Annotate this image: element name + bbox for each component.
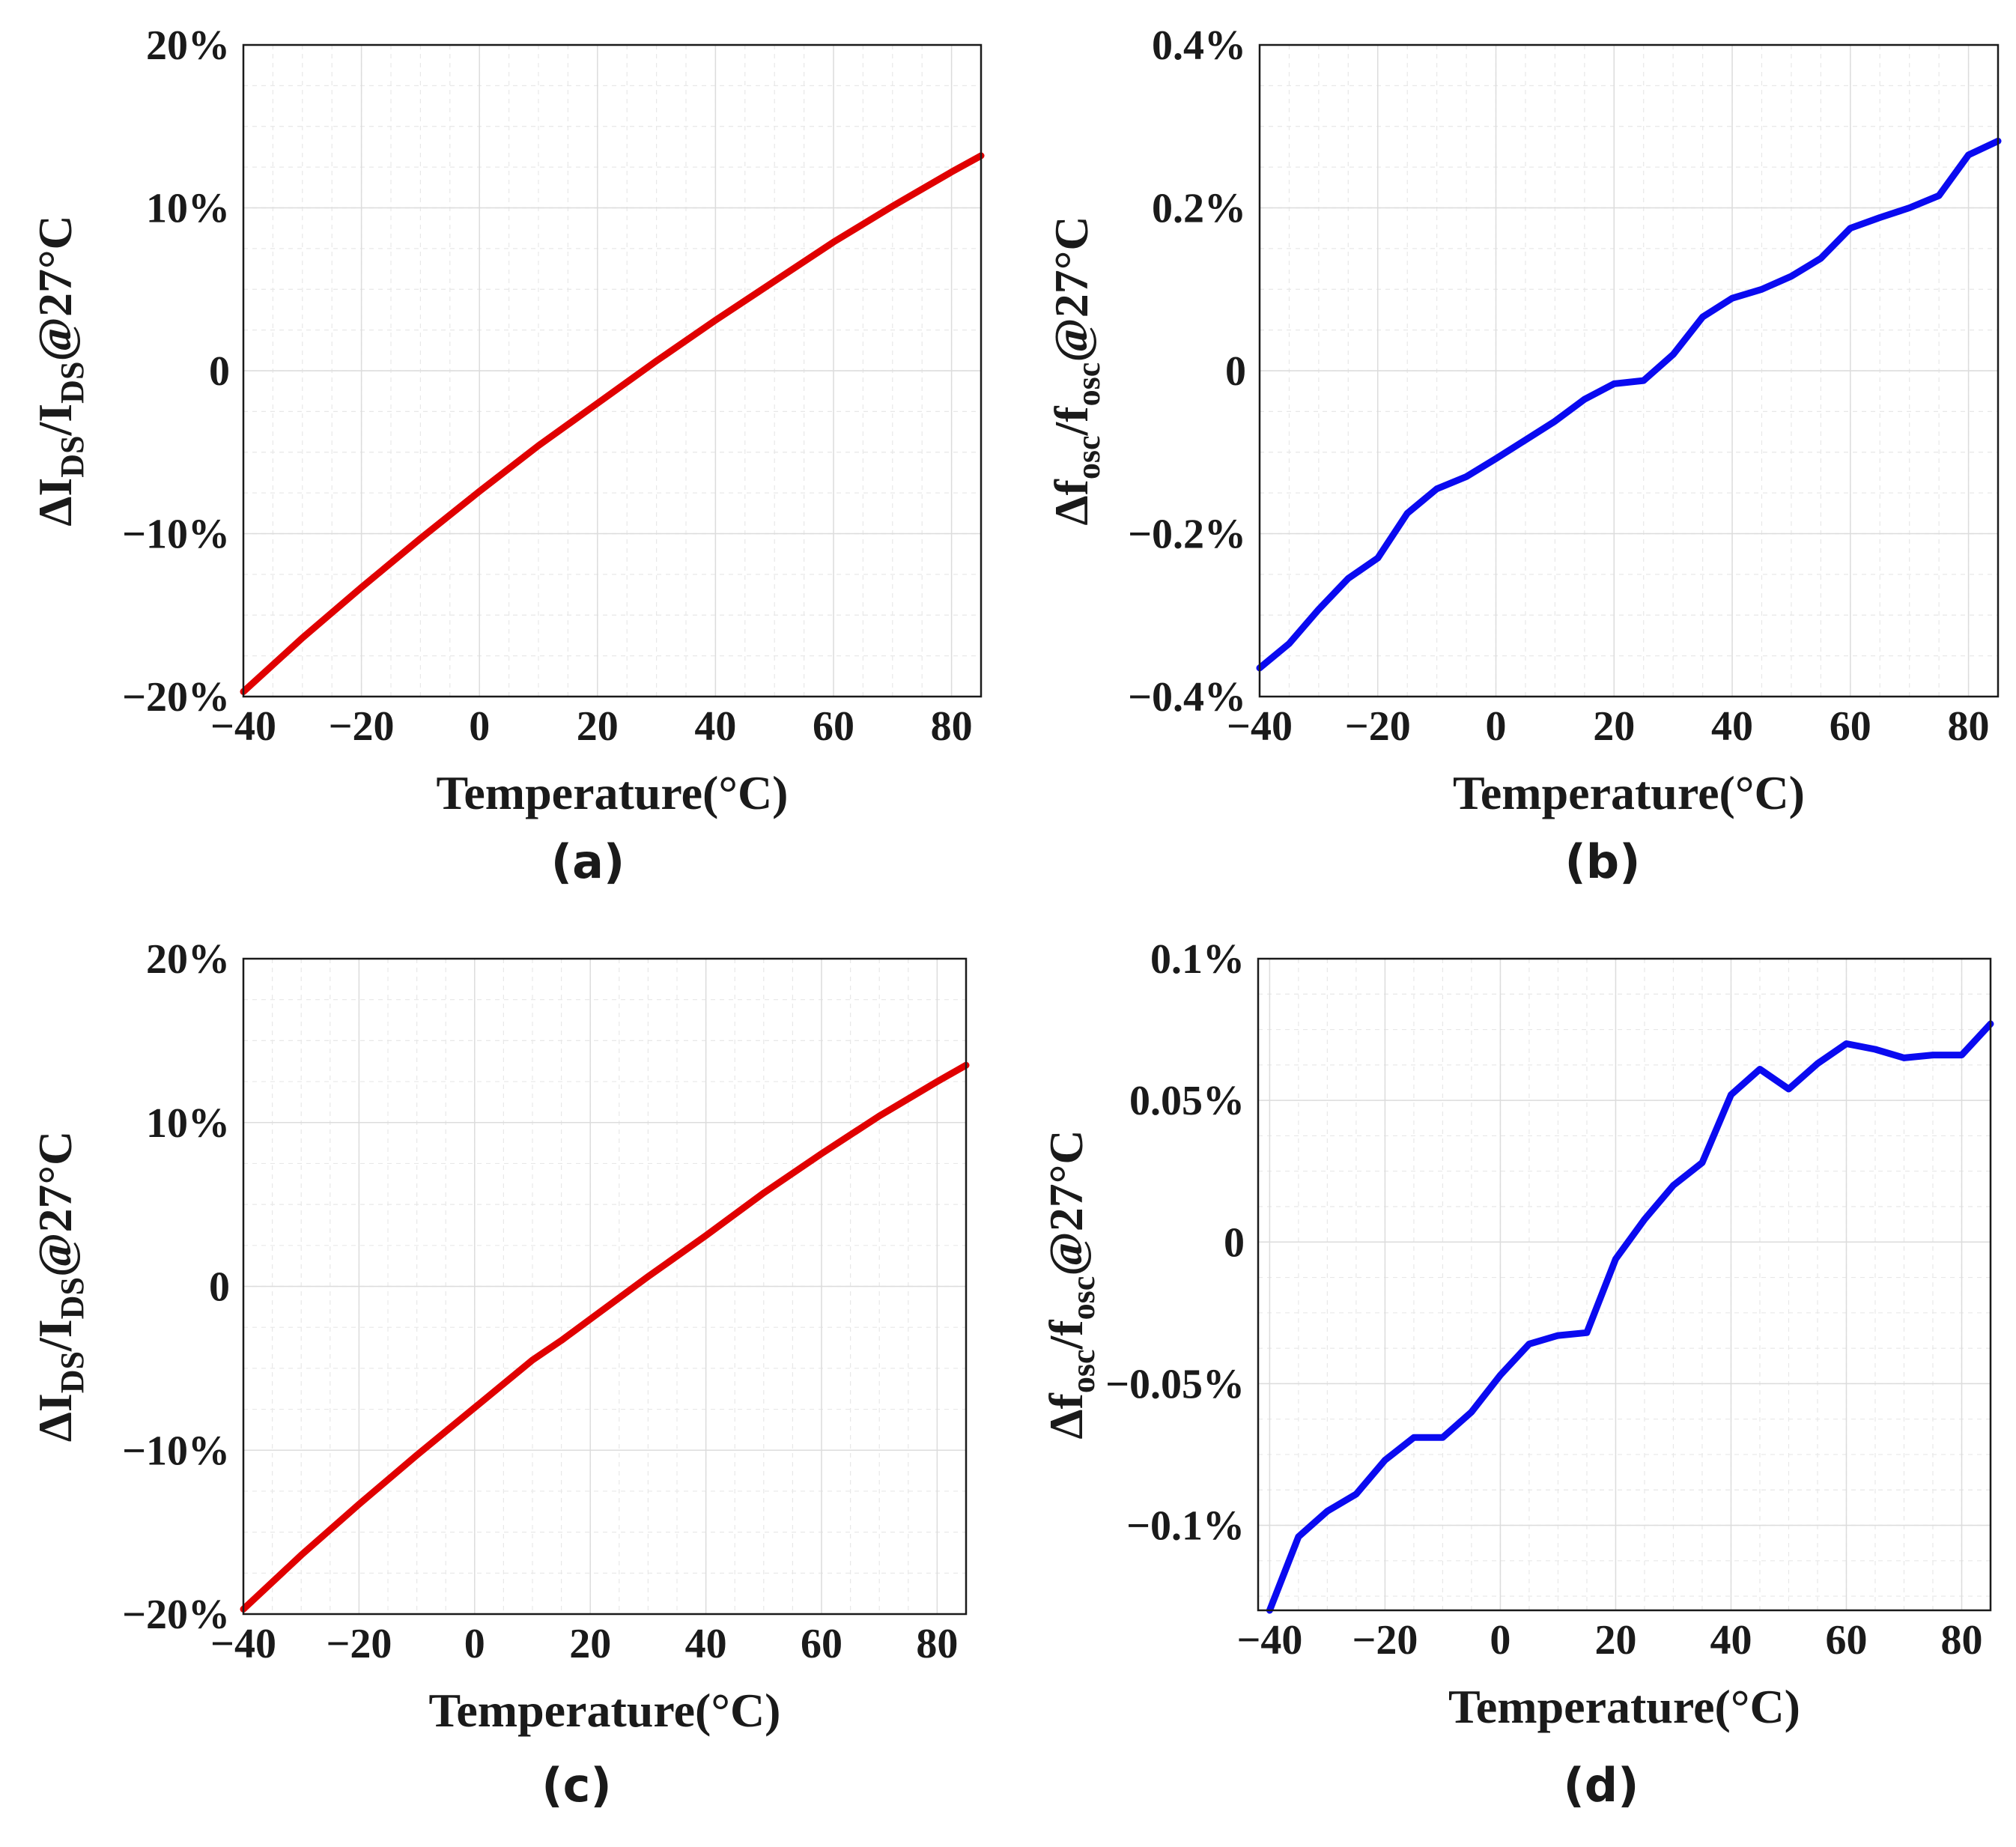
y-label-subscript: osc	[1065, 1350, 1102, 1394]
x-tick-label: 0	[1490, 1617, 1511, 1663]
x-tick-label: 80	[931, 703, 973, 750]
y-tick-label: −10%	[122, 1428, 230, 1474]
x-tick-label: 80	[916, 1621, 958, 1667]
plot-frame	[1257, 957, 1992, 1612]
y-label-text: /f	[1039, 1320, 1093, 1350]
y-axis-label: Δfosc/fosc@27°C	[1039, 1129, 1102, 1439]
y-tick-label: 0	[1224, 1219, 1245, 1266]
plot-frame	[242, 957, 968, 1616]
y-label-text: Δf	[1039, 1392, 1093, 1439]
y-label-subscript: DS	[54, 362, 91, 404]
y-tick-label: 0.1%	[1150, 936, 1245, 983]
y-label-text: @27°C	[1039, 1129, 1093, 1276]
y-tick-label: 20%	[146, 22, 230, 69]
x-tick-label: 20	[577, 703, 619, 750]
y-tick-label: −0.1%	[1126, 1503, 1245, 1550]
y-label-text: @27°C	[28, 1131, 82, 1277]
x-tick-label: 40	[1710, 1617, 1752, 1663]
x-tick-label: 20	[1594, 1617, 1636, 1663]
plot-frame	[242, 43, 983, 698]
y-label-subscript: osc	[1070, 436, 1107, 480]
chart-panel-4: −40 −20 0 20 40 60 80 −0.1% −0.05% 0 0.05% 0.1% Temp…	[1039, 936, 1994, 1813]
x-tick-label: −20	[329, 703, 395, 750]
y-tick-label: −0.2%	[1128, 512, 1246, 558]
x-tick-label: 40	[1711, 703, 1753, 750]
x-tick-label: 40	[685, 1621, 727, 1667]
y-tick-label: 10%	[146, 1100, 230, 1147]
y-tick-label: 0	[1225, 348, 1246, 395]
y-tick-label: 20%	[146, 936, 230, 983]
panel-caption: (b)	[1564, 834, 1640, 889]
y-label-text: @27°C	[1045, 216, 1098, 362]
y-label-subscript: osc	[1065, 1276, 1102, 1320]
x-tick-label: −20	[1345, 703, 1411, 750]
x-axis-label: Temperature(°C)	[1448, 1680, 1800, 1733]
x-tick-label: 40	[694, 703, 736, 750]
y-tick-label: 0	[209, 1264, 230, 1311]
x-tick-label: 0	[469, 703, 490, 750]
y-axis-label: ΔIDS/IDS@27°C	[28, 1131, 91, 1443]
x-tick-label: 0	[464, 1621, 485, 1667]
x-tick-label: 60	[813, 703, 854, 750]
series-line	[240, 1061, 970, 1613]
y-label-text: /I	[28, 1319, 82, 1352]
series-line	[1266, 1020, 1994, 1614]
panel-caption: (a)	[551, 834, 625, 889]
y-tick-label: 10%	[146, 186, 230, 232]
x-tick-label: −40	[210, 1621, 276, 1667]
y-tick-label: 0.2%	[1152, 186, 1246, 232]
y-tick-label: −20%	[122, 1592, 230, 1638]
y-tick-label: −20%	[122, 674, 230, 721]
x-tick-label: −40	[210, 703, 276, 750]
series-line	[1256, 137, 2002, 672]
series-line	[240, 152, 985, 695]
y-label-text: ΔI	[28, 478, 82, 527]
panel-caption: (c)	[541, 1758, 611, 1813]
x-tick-label: 20	[1593, 703, 1635, 750]
y-axis-label: ΔIDS/IDS@27°C	[28, 215, 91, 527]
y-label-subscript: DS	[54, 1277, 91, 1319]
chart-panel-1: −40 −20 0 20 40 60 80 −20% −10% 0 10% 20% Temperatur…	[28, 22, 985, 889]
y-tick-label: −0.4%	[1128, 674, 1246, 721]
y-label-subscript: DS	[54, 1351, 91, 1393]
panel-caption: (d)	[1563, 1758, 1639, 1813]
y-label-text: /I	[28, 404, 82, 437]
x-tick-label: −20	[1352, 1617, 1418, 1663]
x-tick-label: 20	[569, 1621, 611, 1667]
plot-frame	[1258, 43, 2000, 698]
y-tick-label: 0.4%	[1152, 22, 1246, 69]
x-axis-label: Temperature(°C)	[437, 766, 789, 819]
x-tick-label: 60	[1830, 703, 1871, 750]
x-tick-label: −40	[1236, 1617, 1302, 1663]
y-tick-label: 0	[209, 348, 230, 395]
x-tick-label: 80	[1948, 703, 1990, 750]
y-axis-label: Δfosc/fosc@27°C	[1045, 216, 1107, 525]
x-tick-label: 60	[801, 1621, 842, 1667]
x-tick-label: −20	[326, 1621, 392, 1667]
y-label-text: Δf	[1045, 479, 1098, 525]
y-label-text: /f	[1045, 406, 1098, 437]
x-tick-label: 80	[1940, 1617, 1982, 1663]
x-axis-label: Temperature(°C)	[1453, 766, 1805, 819]
y-tick-label: −10%	[122, 512, 230, 558]
y-label-text: ΔI	[28, 1393, 82, 1442]
y-label-subscript: DS	[54, 436, 91, 478]
chart-panel-3: −40 −20 0 20 40 60 80 −20% −10% 0 10% 20% Temperatur…	[28, 936, 970, 1813]
x-axis-label: Temperature(°C)	[429, 1684, 781, 1737]
y-label-text: @27°C	[28, 215, 82, 361]
chart-panel-2: −40 −20 0 20 40 60 80 −0.4% −0.2% 0 0.2% 0.4% Temper…	[1045, 22, 2002, 889]
x-tick-label: −40	[1227, 703, 1293, 750]
x-tick-label: 60	[1825, 1617, 1867, 1663]
y-tick-label: 0.05%	[1129, 1078, 1245, 1124]
x-tick-label: 0	[1486, 703, 1507, 750]
y-label-subscript: osc	[1070, 363, 1107, 407]
y-tick-label: −0.05%	[1105, 1361, 1245, 1407]
